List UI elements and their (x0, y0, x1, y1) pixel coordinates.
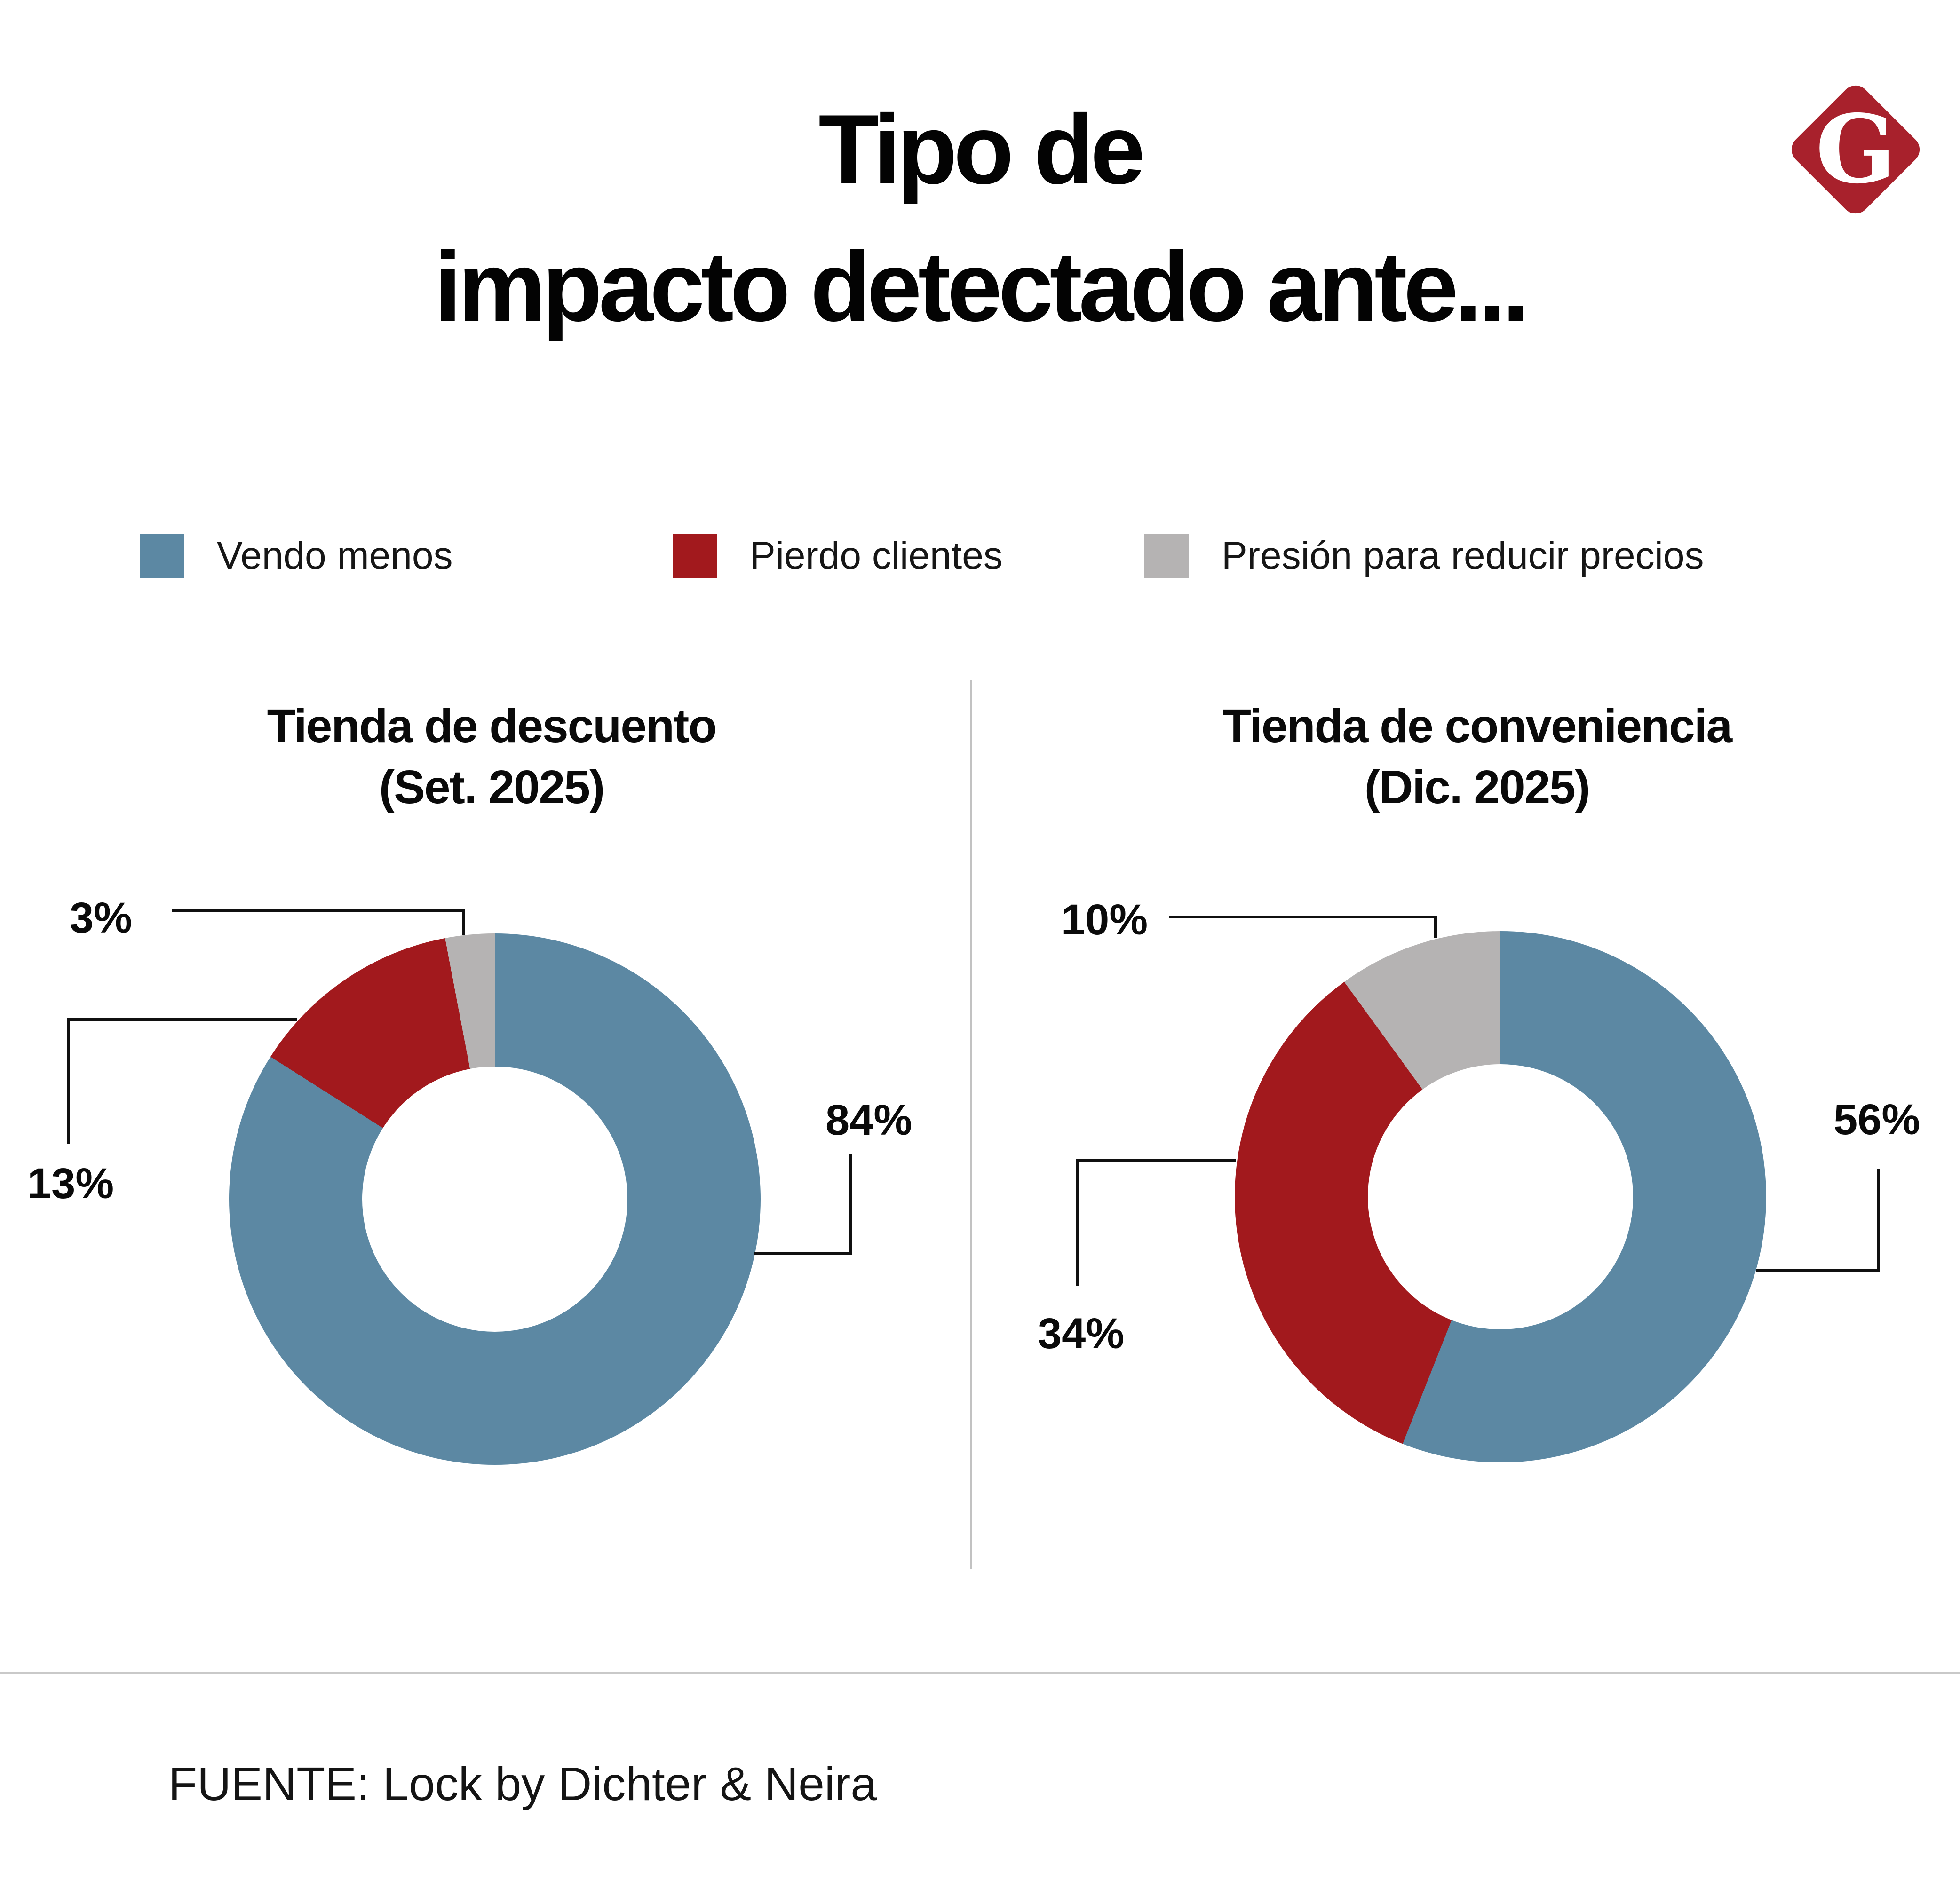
chart-title-tienda-descuento-line2: (Set. 2025) (379, 761, 605, 814)
page-title-line2: impacto detectado ante... (434, 231, 1530, 342)
data-label-presion-precios-conveniencia: 10% (1061, 896, 1148, 944)
chart-title-tienda-descuento-line1: Tienda de descuento (267, 700, 717, 752)
chart-title-tienda-conveniencia-line2: (Dic. 2025) (1364, 761, 1590, 814)
legend-label-vendo-menos: Vendo menos (217, 534, 453, 577)
data-label-presion-precios-descuento: 3% (70, 894, 132, 942)
callout-line-34-horizontal (1078, 1159, 1236, 1162)
chart-title-tienda-descuento: Tienda de descuento (Set. 2025) (115, 695, 868, 818)
legend-label-presion-precios: Presión para reducir precios (1222, 534, 1704, 577)
footer-divider-line (0, 1672, 1960, 1674)
chart-divider-line (970, 680, 972, 1569)
legend-swatch-pierdo-clientes (673, 534, 717, 578)
callout-line-34-vertical (1076, 1159, 1079, 1286)
legend-swatch-presion-precios (1144, 534, 1189, 578)
chart-title-tienda-conveniencia: Tienda de conveniencia (Dic. 2025) (1101, 695, 1853, 818)
page-title-line1: Tipo de (818, 94, 1145, 205)
donut-chart-tienda-descuento (229, 933, 761, 1465)
legend-item-pierdo-clientes: Pierdo clientes (673, 534, 1003, 578)
data-label-vendo-menos-conveniencia: 56% (1833, 1096, 1920, 1144)
callout-line-3-horizontal (172, 909, 465, 912)
chart-title-tienda-conveniencia-line1: Tienda de conveniencia (1222, 700, 1732, 752)
data-label-pierdo-clientes-descuento: 13% (27, 1160, 114, 1208)
callout-line-10-vertical (1434, 916, 1437, 938)
callout-line-56-horizontal (1756, 1269, 1880, 1272)
legend-swatch-vendo-menos (140, 534, 184, 578)
callout-line-13-horizontal (69, 1018, 297, 1021)
donut-chart-tienda-conveniencia (1235, 931, 1766, 1462)
callout-line-84-vertical (849, 1154, 852, 1255)
page-title: Tipo de impacto detectado ante... (0, 81, 1960, 356)
callout-line-13-vertical (67, 1018, 70, 1144)
callout-line-84-horizontal (754, 1252, 852, 1255)
legend-item-presion-precios: Presión para reducir precios (1144, 534, 1704, 578)
legend-item-vendo-menos: Vendo menos (140, 534, 453, 578)
callout-line-3-vertical (462, 909, 465, 935)
callout-line-56-vertical (1877, 1169, 1880, 1272)
brand-logo-letter: G (1815, 94, 1896, 205)
callout-line-10-horizontal (1169, 916, 1437, 918)
legend-label-pierdo-clientes: Pierdo clientes (750, 534, 1003, 577)
source-text: FUENTE: Lock by Dichter & Neira (168, 1758, 877, 1810)
data-label-vendo-menos-descuento: 84% (825, 1096, 913, 1144)
data-label-pierdo-clientes-conveniencia: 34% (1038, 1310, 1125, 1358)
